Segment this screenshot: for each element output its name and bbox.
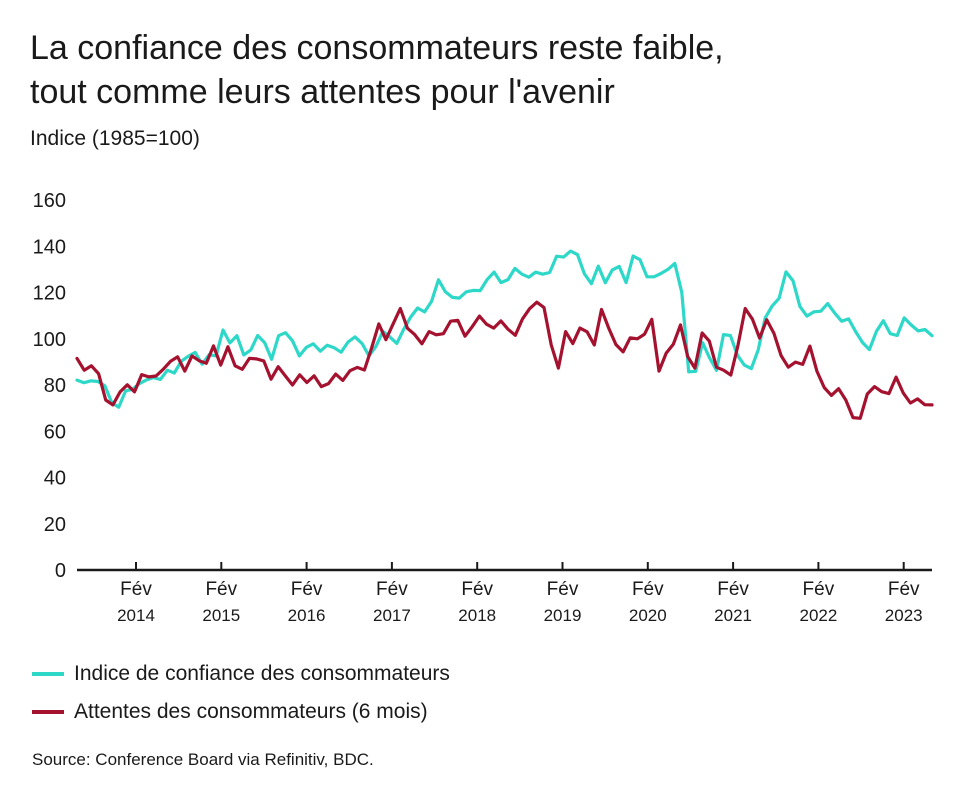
x-tick-year-label: 2022 — [799, 606, 837, 625]
x-tick-year-label: 2020 — [629, 606, 667, 625]
chart-subtitle: Indice (1985=100) — [30, 127, 200, 150]
x-tick-month-label: Fév — [547, 579, 579, 600]
legend-swatch-confidence — [32, 672, 64, 676]
y-tick-label: 0 — [55, 560, 66, 582]
legend-label-expectations: Attentes des consommateurs (6 mois) — [74, 700, 428, 723]
x-tick-month-label: Fév — [120, 579, 152, 600]
y-tick-label: 100 — [33, 329, 66, 351]
x-tick-year-label: 2018 — [458, 606, 496, 625]
legend-swatch-expectations — [32, 710, 64, 714]
x-tick-year-label: 2015 — [202, 606, 240, 625]
x-tick-year-label: 2021 — [714, 606, 752, 625]
x-tick-month-label: Fév — [632, 579, 664, 600]
x-tick-month-label: Fév — [205, 579, 237, 600]
x-tick-year-label: 2014 — [117, 606, 155, 625]
y-tick-label: 80 — [44, 375, 66, 397]
x-tick-month-label: Fév — [888, 579, 920, 600]
y-tick-label: 60 — [44, 421, 66, 443]
series-line-confidence — [75, 249, 934, 409]
series-line-expectations — [75, 300, 934, 420]
x-tick-month-label: Fév — [803, 579, 835, 600]
chart-title-line2: tout comme leurs attentes pour l'avenir — [30, 73, 615, 111]
chart-title-line1: La confiance des consommateurs reste fai… — [30, 29, 724, 67]
y-tick-label: 140 — [33, 236, 66, 258]
legend-label-confidence: Indice de confiance des consommateurs — [74, 662, 450, 685]
y-tick-label: 20 — [44, 514, 66, 536]
x-tick-month-label: Fév — [376, 579, 408, 600]
chart-title: La confiance des consommateurs reste fai… — [30, 26, 724, 114]
legend: Indice de confiance des consommateurs At… — [32, 655, 450, 731]
source-note: Source: Conference Board via Refinitiv, … — [32, 750, 374, 769]
y-tick-label: 40 — [44, 468, 66, 490]
x-tick-year-label: 2016 — [288, 606, 326, 625]
line-chart: 0 20 40 60 80 100 120 140 160 Fév 2014 Fév 2015 Fév 20… — [33, 190, 934, 625]
y-tick-label: 120 — [33, 283, 66, 305]
x-tick-month-label: Fév — [291, 579, 323, 600]
x-tick-year-label: 2017 — [373, 606, 411, 625]
legend-item-expectations: Attentes des consommateurs (6 mois) — [32, 693, 450, 731]
y-tick-label: 160 — [33, 190, 66, 212]
legend-item-confidence: Indice de confiance des consommateurs — [32, 655, 450, 693]
x-tick-year-label: 2023 — [885, 606, 923, 625]
x-tick-year-label: 2019 — [544, 606, 582, 625]
x-tick-month-label: Fév — [717, 579, 749, 600]
x-tick-month-label: Fév — [461, 579, 493, 600]
